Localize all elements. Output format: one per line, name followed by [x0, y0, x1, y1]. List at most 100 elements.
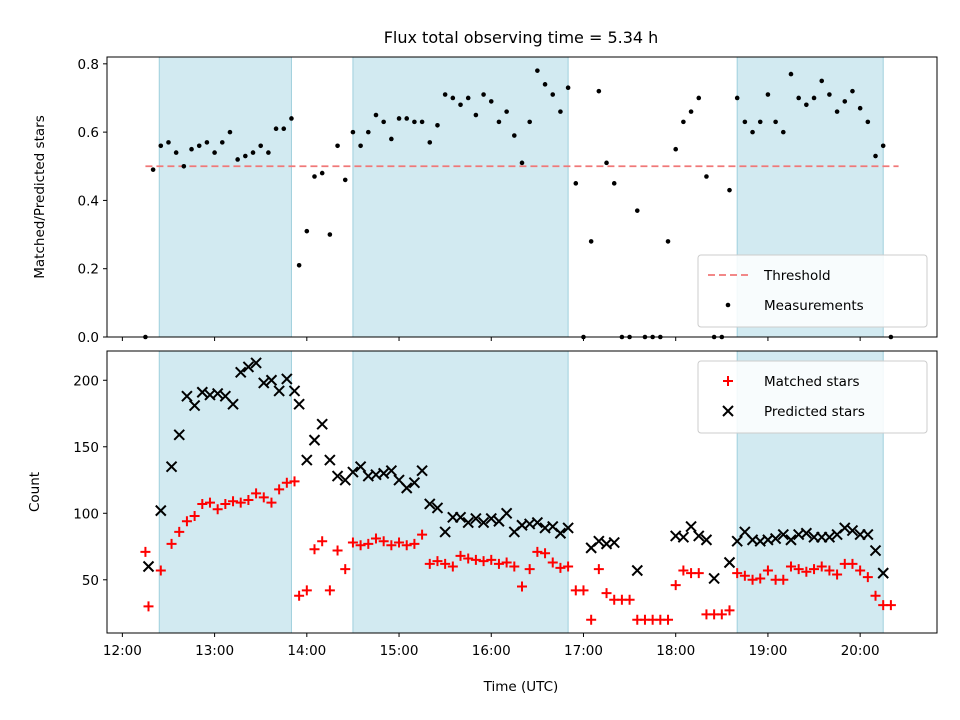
data-point — [857, 105, 863, 111]
data-point — [485, 512, 497, 525]
legend-plus-swatch — [723, 376, 733, 386]
data-point — [757, 119, 763, 125]
data-point — [769, 532, 782, 545]
data-point — [780, 129, 786, 135]
data-point — [477, 516, 490, 529]
y-tick-label: 0.6 — [78, 125, 99, 141]
data-point — [796, 95, 801, 101]
data-point — [166, 140, 171, 145]
data-point — [427, 140, 433, 145]
y-tick-label: 200 — [73, 373, 99, 389]
data-point — [747, 574, 758, 585]
data-point — [565, 85, 571, 91]
data-point — [481, 92, 486, 97]
data-point — [342, 177, 348, 183]
data-point — [228, 496, 239, 507]
x-tick-label: 16:00 — [472, 643, 511, 659]
data-point — [862, 528, 874, 541]
legend-dot-swatch — [725, 302, 731, 308]
data-point — [524, 564, 535, 575]
data-point — [327, 232, 333, 237]
data-point — [416, 465, 428, 477]
data-point — [347, 466, 359, 478]
data-point — [470, 554, 481, 565]
data-point — [235, 366, 247, 378]
x-tick-label: 13:00 — [195, 643, 234, 659]
data-point — [424, 498, 436, 510]
data-point — [678, 565, 689, 576]
data-point — [316, 418, 328, 430]
data-point — [693, 530, 705, 542]
data-point — [331, 470, 344, 482]
data-point — [547, 557, 558, 568]
data-point — [512, 133, 517, 138]
data-point — [266, 150, 271, 155]
data-point — [847, 558, 858, 569]
data-point — [824, 565, 835, 576]
data-point — [235, 157, 240, 162]
data-point — [604, 160, 609, 166]
data-point — [573, 181, 579, 186]
data-point — [693, 568, 704, 579]
data-point — [677, 531, 690, 543]
data-point — [555, 562, 566, 573]
data-point — [155, 504, 167, 517]
data-point — [804, 102, 809, 108]
data-point — [500, 507, 513, 519]
data-point — [550, 92, 556, 97]
data-point — [188, 399, 201, 412]
data-point — [535, 68, 540, 73]
data-point — [174, 526, 185, 537]
data-point — [809, 564, 820, 575]
data-point — [496, 119, 502, 125]
data-point — [196, 386, 209, 398]
data-point — [811, 95, 817, 101]
data-point — [289, 476, 300, 487]
data-point — [540, 548, 551, 559]
legend-label: Threshold — [763, 268, 831, 284]
data-point — [731, 535, 743, 547]
data-point — [454, 511, 467, 523]
data-point — [788, 71, 794, 77]
data-point — [281, 126, 287, 132]
data-point — [431, 502, 444, 514]
data-point — [855, 565, 866, 576]
data-point — [750, 129, 755, 135]
data-point — [150, 167, 156, 172]
data-point — [724, 605, 735, 616]
data-point — [732, 568, 743, 579]
data-point — [317, 536, 328, 547]
data-point — [220, 498, 231, 509]
data-point — [773, 119, 778, 125]
data-point — [424, 558, 435, 569]
data-point — [765, 92, 771, 97]
data-point — [212, 504, 223, 515]
data-point — [401, 540, 412, 551]
data-point — [501, 557, 512, 568]
data-point — [258, 492, 269, 503]
data-point — [465, 95, 471, 101]
data-point — [531, 516, 544, 529]
data-point — [219, 140, 225, 145]
data-point — [823, 531, 836, 543]
data-point — [370, 533, 381, 544]
data-point — [243, 153, 248, 159]
data-point — [458, 102, 463, 108]
data-point — [593, 535, 605, 547]
data-point — [324, 454, 336, 466]
data-point — [846, 524, 859, 537]
data-point — [588, 239, 594, 244]
y-tick-label: 50 — [82, 573, 99, 589]
data-point — [793, 564, 804, 575]
y-tick-label: 0.2 — [78, 262, 99, 278]
data-point — [785, 534, 797, 546]
data-point — [839, 522, 851, 534]
data-point — [304, 228, 310, 234]
data-point — [365, 129, 371, 135]
data-point — [488, 99, 494, 104]
data-point — [563, 561, 574, 572]
data-point — [624, 594, 635, 605]
data-point — [504, 109, 509, 114]
data-point — [631, 564, 643, 577]
